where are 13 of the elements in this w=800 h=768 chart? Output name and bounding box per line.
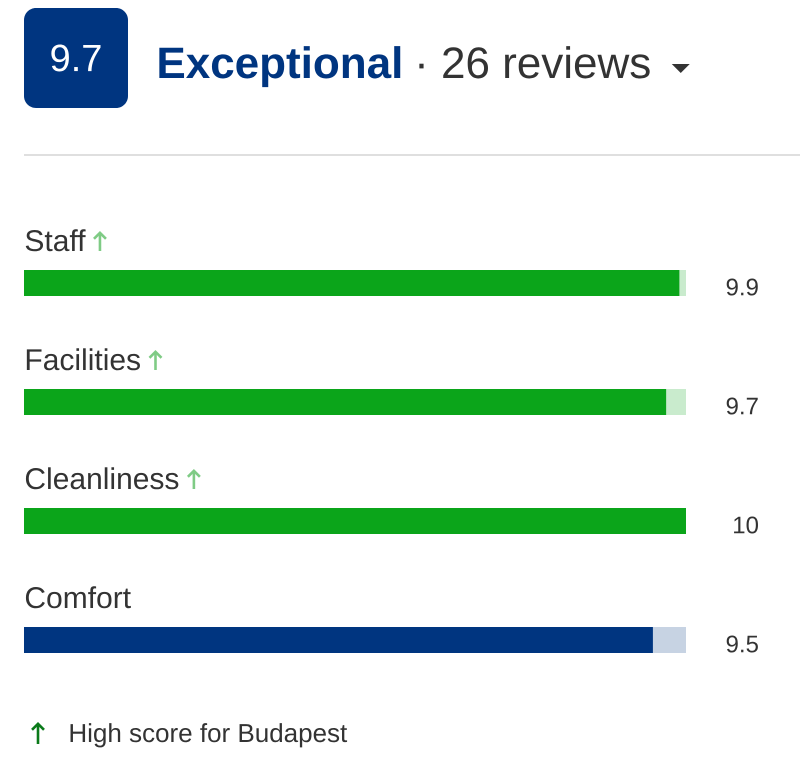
bar (24, 270, 680, 296)
data-label: 10 (734, 516, 758, 534)
y-tick-label: Cleanliness (26, 467, 178, 490)
chart-title: Exceptional (159, 46, 400, 88)
text: 9.7 (51, 44, 101, 72)
y-tick-label: Comfort (26, 586, 131, 608)
data-label: 9.7 (726, 398, 758, 414)
y-tick-label: Staff (26, 229, 86, 252)
y-tick-label: Facilities (26, 348, 140, 370)
chart-subtitle: · 26 reviews (419, 46, 650, 78)
data-label: 9.9 (726, 278, 758, 296)
text: High score for Budapest (70, 723, 348, 748)
data-label: 9.5 (726, 636, 758, 652)
